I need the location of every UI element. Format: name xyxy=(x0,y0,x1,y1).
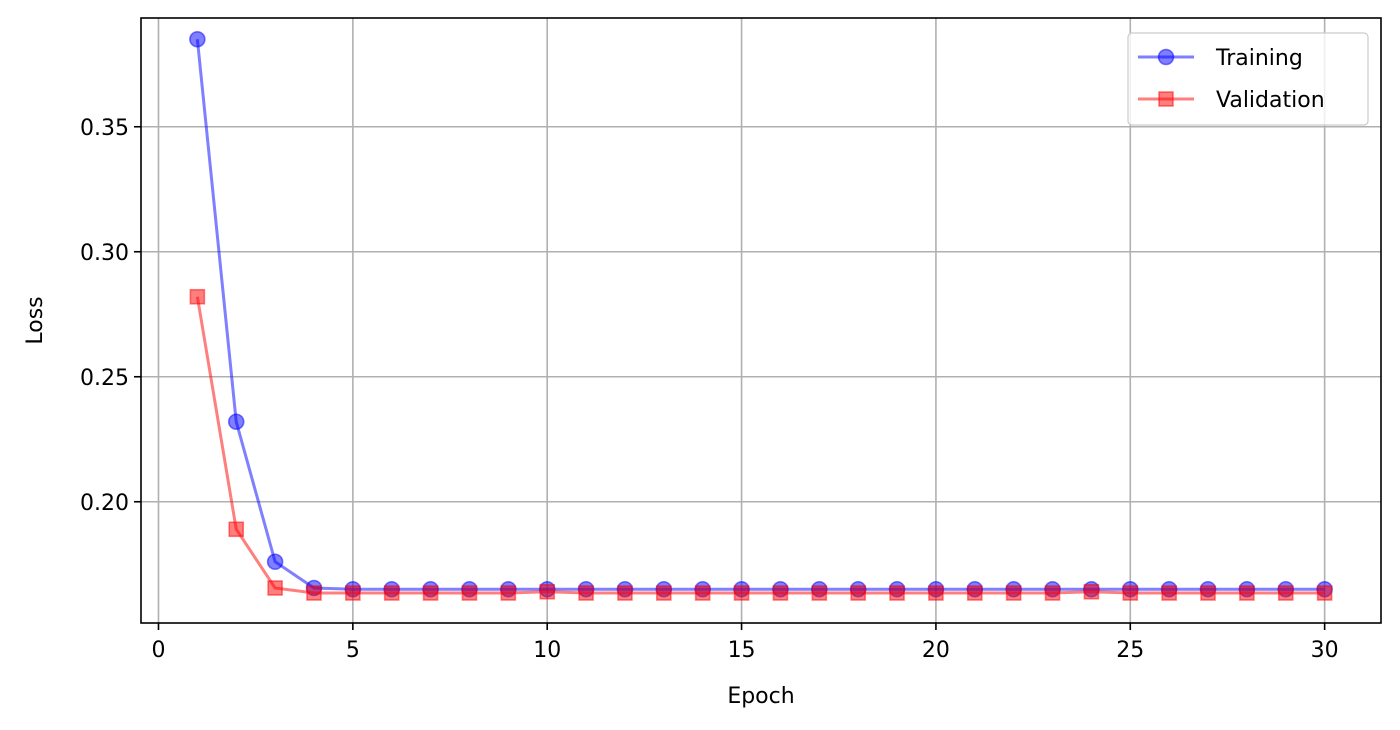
y-tick-label: 0.30 xyxy=(80,241,129,266)
data-point-validation xyxy=(617,585,633,601)
data-point-validation xyxy=(228,521,245,538)
data-point-training xyxy=(266,553,284,571)
data-point-validation xyxy=(500,585,517,601)
x-tick-label: 0 xyxy=(151,638,165,663)
axis-ticks: 0 5 10 15 20 25 30 0.20 0.25 0.30 0.35 xyxy=(80,116,1339,663)
y-tick-label: 0.25 xyxy=(80,366,129,391)
data-point-validation xyxy=(1083,583,1100,600)
x-tick-label: 20 xyxy=(922,638,950,663)
x-tick-label: 30 xyxy=(1311,638,1339,663)
data-point-validation xyxy=(1005,585,1022,601)
x-tick-label: 15 xyxy=(728,638,756,663)
x-tick-label: 25 xyxy=(1116,638,1144,663)
x-tick-label: 10 xyxy=(533,638,561,663)
data-point-validation xyxy=(889,585,905,601)
data-point-validation xyxy=(1044,585,1061,601)
data-point-validation xyxy=(1161,585,1177,601)
data-point-validation xyxy=(422,585,439,601)
legend-marker-shape xyxy=(1158,91,1174,107)
data-point-validation xyxy=(733,585,750,601)
data-point-validation xyxy=(928,585,944,601)
series-validation xyxy=(189,288,1333,601)
data-point-validation xyxy=(772,585,789,601)
legend-marker-validation xyxy=(1158,91,1174,107)
data-point-validation xyxy=(656,585,672,601)
data-point-validation xyxy=(1316,585,1333,601)
plot-frame xyxy=(140,17,1382,624)
y-tick-label: 0.35 xyxy=(80,116,129,141)
series-layer xyxy=(189,30,1333,601)
series-line-validation xyxy=(195,296,1325,595)
data-point-validation xyxy=(694,585,711,601)
data-point-validation xyxy=(1277,585,1294,601)
data-point-validation xyxy=(1239,585,1255,601)
data-point-validation xyxy=(966,585,983,601)
legend: Training Validation xyxy=(1127,32,1369,126)
data-point-validation xyxy=(850,585,866,601)
data-point-validation xyxy=(539,583,556,600)
y-tick-label: 0.20 xyxy=(80,491,129,516)
data-point-training xyxy=(189,30,206,48)
legend-marker-shape xyxy=(1157,48,1175,66)
data-point-validation xyxy=(1122,585,1139,601)
y-axis-label: Loss xyxy=(23,296,48,344)
data-point-validation xyxy=(345,585,361,601)
data-point-validation xyxy=(461,585,478,601)
data-point-validation xyxy=(383,585,400,601)
data-point-training xyxy=(227,413,245,431)
data-point-validation xyxy=(267,580,283,596)
x-axis-label: Epoch xyxy=(727,684,794,709)
legend-label-validation: Validation xyxy=(1216,88,1325,113)
legend-label-training: Training xyxy=(1215,46,1303,71)
data-point-validation xyxy=(811,585,828,601)
data-point-validation xyxy=(578,585,594,601)
legend-marker-training xyxy=(1157,48,1175,66)
data-point-validation xyxy=(1200,585,1216,601)
x-tick-label: 5 xyxy=(346,638,360,663)
data-point-validation xyxy=(189,288,206,305)
data-point-validation xyxy=(306,585,322,601)
